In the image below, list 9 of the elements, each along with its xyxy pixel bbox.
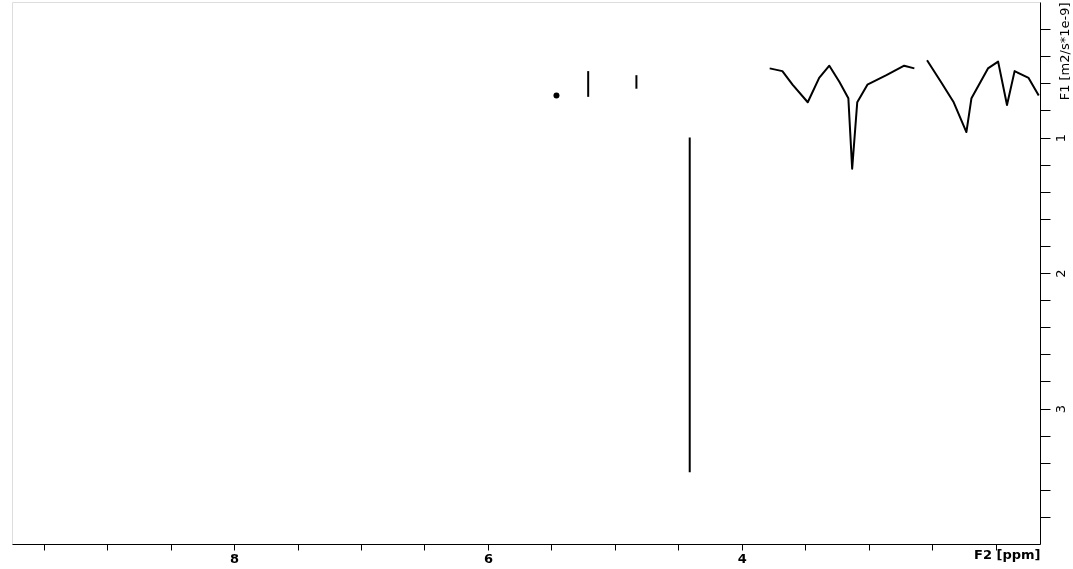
y-tick-label: 3 [1052,404,1068,414]
x-tick-label: 6 [483,550,493,566]
y-tick-label: 1 [1052,133,1068,143]
y-tick-label: 2 [1052,269,1068,278]
x-tick-label: 8 [230,550,240,566]
line-series [768,64,916,170]
x-axis-title: F2 [ppm] [974,546,1041,562]
y-axis-title: F1 [m2/s*1e-9] [1056,2,1072,101]
x-tick-label: 4 [737,550,747,566]
